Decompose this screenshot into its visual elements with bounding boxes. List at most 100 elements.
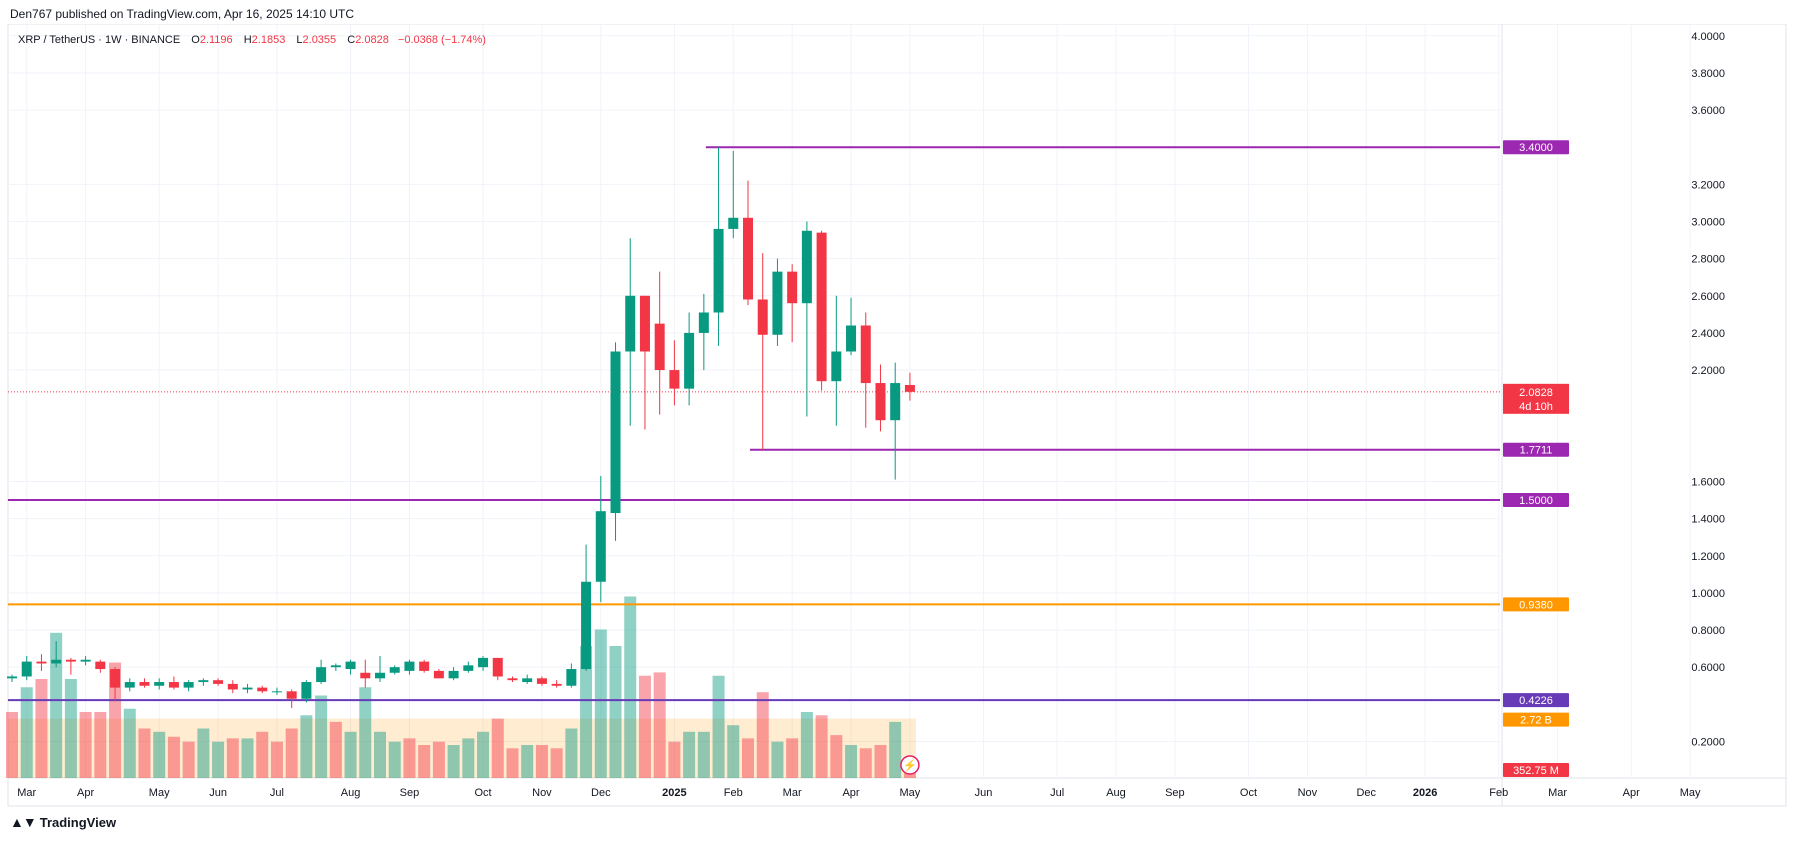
candle-body	[168, 682, 179, 688]
volume-bar	[712, 675, 725, 778]
volume-bar	[594, 629, 607, 778]
volume-bar	[638, 675, 651, 778]
volume-bar	[374, 731, 386, 778]
candle-body	[95, 661, 106, 670]
candle-body	[301, 682, 312, 699]
x-tick-label: Oct	[474, 787, 491, 799]
volume-bar	[270, 741, 283, 778]
volume-ma-tag-bg	[1503, 712, 1569, 727]
candle-body	[257, 687, 268, 692]
candle-body	[389, 667, 400, 673]
candle-body	[507, 678, 518, 681]
candle-body	[787, 271, 798, 304]
volume-tag-bg	[1503, 763, 1569, 777]
y-tick-label: 1.4000	[1691, 514, 1725, 526]
lightning-icon[interactable]	[900, 755, 920, 775]
x-tick-label: Nov	[532, 787, 552, 799]
symbol-name[interactable]: XRP / TetherUS · 1W · BINANCE	[18, 34, 181, 46]
volume-bar	[403, 738, 416, 778]
volume-bar	[874, 745, 887, 778]
volume-bar	[462, 738, 475, 778]
candle-body	[595, 511, 606, 582]
volume-bar	[109, 662, 122, 778]
countdown-tag: 4d 10h	[1519, 401, 1553, 413]
close-label: C	[347, 34, 356, 46]
y-tick-label: 2.8000	[1691, 254, 1725, 266]
volume-bar	[683, 731, 696, 778]
tradingview-brand[interactable]: ▲▼ TradingView	[10, 814, 116, 830]
y-tick-label: 2.4000	[1691, 328, 1725, 340]
y-tick-label: 3.6000	[1691, 105, 1725, 117]
volume-bar	[138, 728, 151, 778]
high-label: H	[243, 34, 252, 46]
x-tick-label: Dec	[1356, 787, 1376, 799]
volume-bar	[771, 741, 784, 778]
y-tick-label: 1.2000	[1691, 551, 1725, 563]
volume-bar	[94, 712, 107, 778]
volume-bar	[344, 731, 357, 778]
candle-body	[669, 370, 680, 389]
volume-bar	[285, 728, 298, 778]
candle-body	[242, 687, 253, 690]
candle-body	[536, 678, 547, 684]
x-tick-label: Apr	[842, 787, 859, 799]
volume-bar	[153, 731, 166, 778]
publisher-line: Den767 published on TradingView.com, Apr…	[10, 7, 355, 21]
x-tick-label: Mar	[783, 787, 802, 799]
candle-body	[728, 217, 739, 229]
volume-bar	[447, 745, 460, 778]
volume-tag: 352.75 M	[1513, 765, 1559, 777]
candle-body	[51, 659, 62, 664]
x-tick-label: May	[900, 787, 921, 799]
level-price-tag-bg	[1503, 140, 1569, 155]
volume-bar	[432, 741, 445, 778]
close-value: 2.0828	[355, 34, 389, 46]
x-tick-label: Mar	[17, 787, 36, 799]
volume-bar	[565, 728, 578, 778]
volume-bar	[668, 741, 681, 778]
volume-bar	[315, 695, 328, 778]
candle-body	[478, 657, 489, 668]
x-tick-label: Aug	[341, 787, 361, 799]
candle-body	[198, 680, 209, 683]
x-tick-label: Oct	[1240, 787, 1257, 799]
x-tick-label: May	[1680, 787, 1701, 799]
candle-body	[463, 665, 474, 671]
volume-bar	[830, 735, 843, 778]
x-tick-label: Jul	[1050, 787, 1064, 799]
y-tick-label: 0.8000	[1691, 625, 1725, 637]
volume-bar	[506, 748, 519, 778]
x-tick-label: 2025	[662, 787, 686, 799]
candle-body	[816, 232, 827, 382]
volume-bar	[845, 745, 858, 778]
candle-body	[139, 682, 150, 686]
candle-body	[21, 661, 32, 677]
tradingview-logo-icon: ▲▼	[10, 814, 37, 830]
x-tick-label: Apr	[1623, 787, 1640, 799]
level-price-tag-bg	[1503, 493, 1569, 508]
symbol-legend: XRP / TetherUS · 1W · BINANCE O2.1196 H2…	[18, 34, 486, 46]
candle-body	[625, 295, 636, 352]
volume-bar	[609, 646, 622, 778]
volume-bar	[653, 672, 666, 778]
candle-body	[404, 661, 415, 671]
candle-body	[419, 661, 430, 671]
price-chart[interactable]: 4.0000 3.8000 3.6000 3.2000 3.0000 2.8000 2.60…	[0, 24, 1794, 810]
volume-bar	[329, 721, 342, 778]
y-tick-label: 2.2000	[1691, 365, 1725, 377]
volume-ma-tag: 2.72 B	[1520, 715, 1552, 727]
candle-body	[271, 691, 282, 693]
candle-body	[65, 659, 76, 662]
volume-bar	[300, 715, 313, 778]
low-label: L	[296, 34, 303, 46]
x-tick-label: May	[149, 787, 170, 799]
volume-bar	[6, 712, 18, 778]
candle-body	[316, 667, 327, 683]
volume-bar	[64, 679, 77, 778]
candle-body	[713, 228, 724, 313]
candle-body	[890, 383, 901, 421]
candle-body	[846, 325, 857, 352]
candle-body	[801, 230, 812, 304]
candle-body	[183, 682, 194, 688]
volume-bar	[477, 731, 490, 778]
